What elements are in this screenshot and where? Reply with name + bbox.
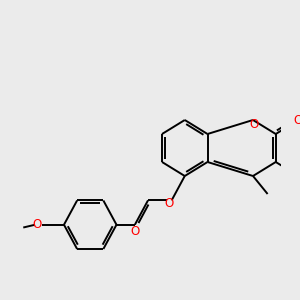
- Text: O: O: [130, 225, 140, 238]
- Text: O: O: [32, 218, 42, 231]
- Text: O: O: [294, 114, 300, 127]
- Text: O: O: [249, 118, 259, 131]
- Text: O: O: [164, 197, 173, 210]
